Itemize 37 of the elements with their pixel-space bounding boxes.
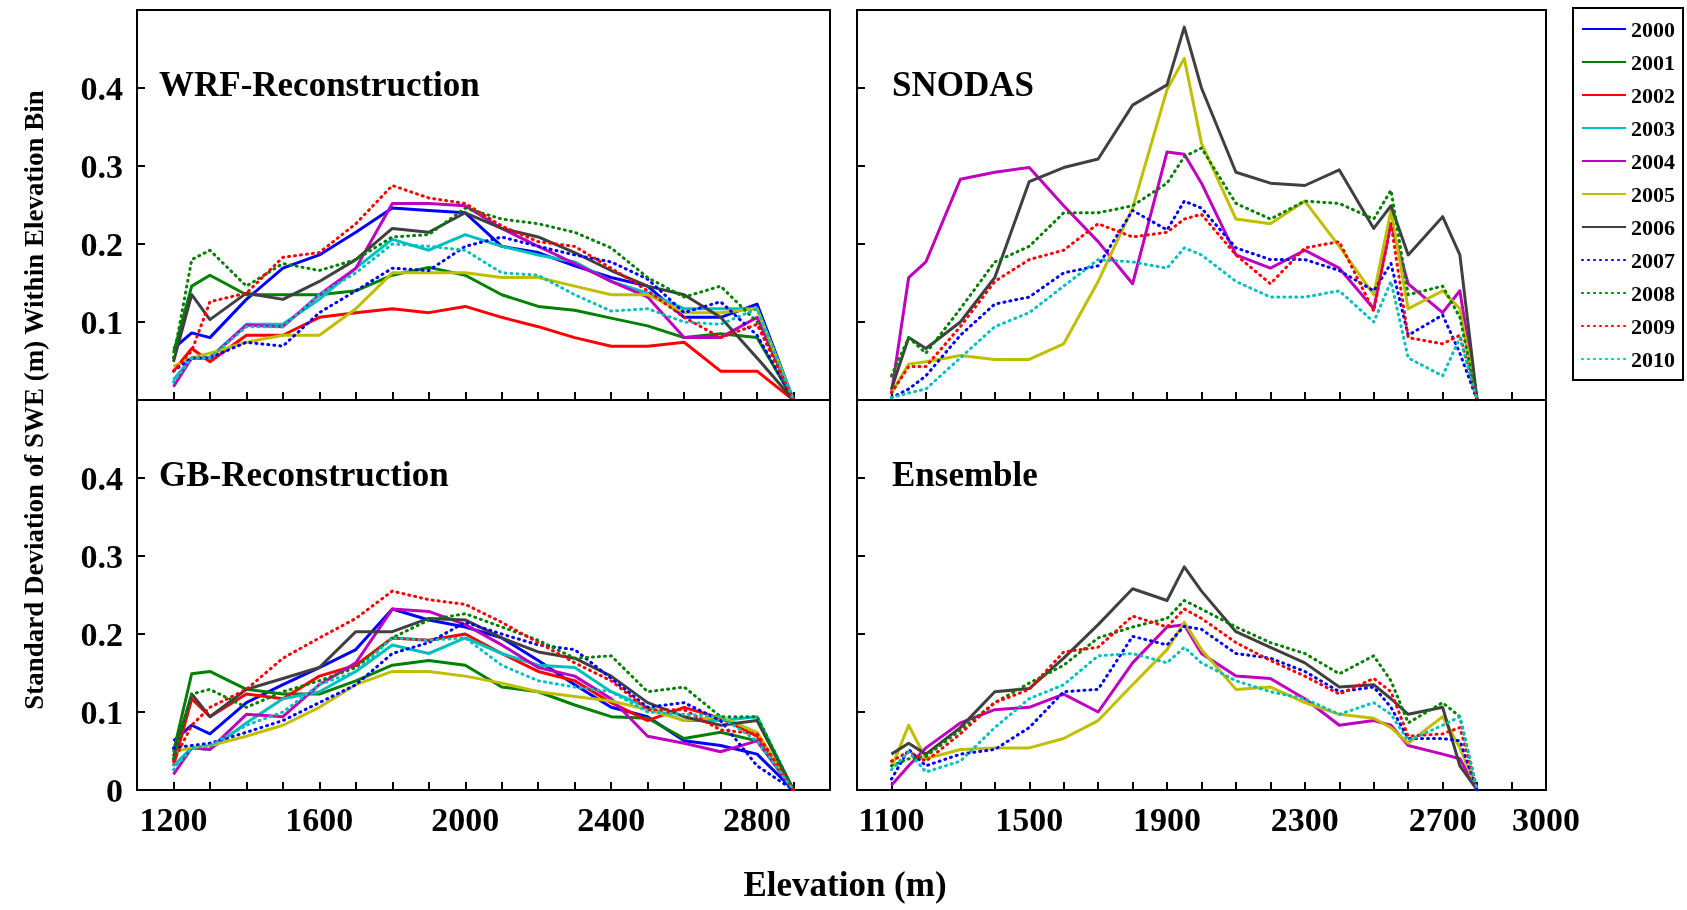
- legend-label: 2001: [1631, 49, 1675, 75]
- x-tick-label: 1500: [995, 800, 1064, 838]
- legend-label: 2003: [1631, 115, 1675, 141]
- legend-label: 2005: [1631, 181, 1675, 207]
- x-tick-label: 1100: [858, 800, 925, 838]
- legend-label: 2008: [1631, 280, 1675, 306]
- x-tick-label: 2000: [431, 800, 500, 838]
- y-tick-label: 0: [106, 771, 123, 809]
- y-tick-label: 0.4: [80, 459, 123, 497]
- x-axis-title: Elevation (m): [743, 865, 947, 905]
- x-tick-label: 3000: [1512, 800, 1580, 838]
- x-tick-label: 1200: [139, 800, 208, 838]
- legend-label: 2007: [1631, 247, 1675, 273]
- x-tick-label: 1900: [1133, 800, 1202, 838]
- y-tick-label: 0.1: [80, 303, 123, 341]
- y-tick-label: 0.3: [80, 147, 123, 185]
- x-tick-label: 1600: [285, 800, 354, 838]
- legend-label: 2009: [1631, 313, 1675, 339]
- legend-label: 2010: [1631, 346, 1675, 372]
- legend-label: 2002: [1631, 82, 1675, 108]
- legend-label: 2000: [1631, 16, 1675, 42]
- text: Ensemble: [892, 455, 1038, 494]
- y-axis-title: Standard Deviation of SWE (m) Within Elevation Bin: [18, 90, 50, 710]
- y-tick-label: 0.2: [80, 225, 123, 263]
- y-tick-label: 0.4: [80, 69, 123, 107]
- text: GB-Reconstruction: [159, 455, 449, 494]
- x-tick-label: 2300: [1270, 800, 1339, 838]
- text: WRF-Reconstruction: [159, 65, 480, 104]
- y-tick-label: 0.1: [80, 693, 123, 731]
- x-tick-label: 2800: [723, 800, 792, 838]
- y-tick-label: 0.3: [80, 537, 123, 575]
- legend-label: 2004: [1631, 148, 1675, 174]
- y-tick-label: 0.2: [80, 615, 123, 653]
- text: SNODAS: [892, 65, 1034, 104]
- x-tick-label: 2400: [577, 800, 646, 838]
- x-tick-label: 2700: [1408, 800, 1477, 838]
- legend-label: 2006: [1631, 214, 1675, 240]
